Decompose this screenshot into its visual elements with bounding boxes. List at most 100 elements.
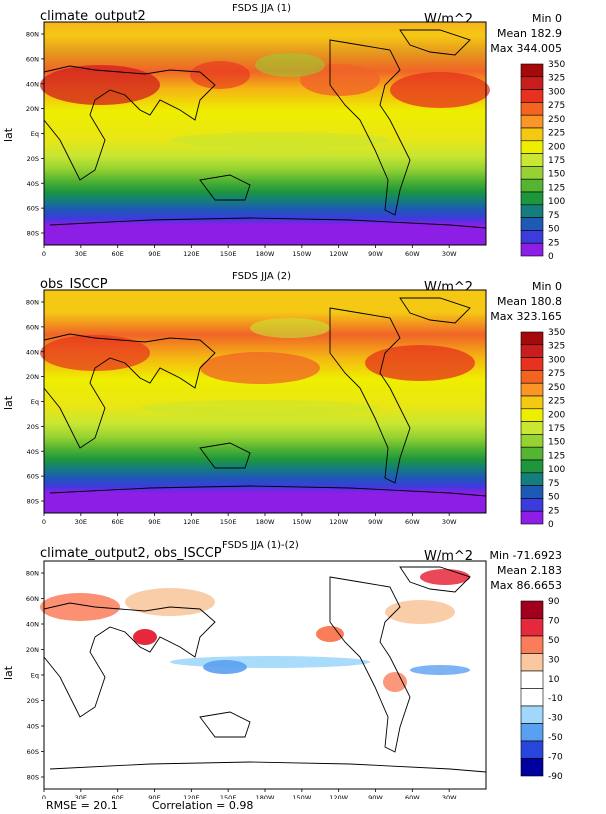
panel-1-hotspot-natlantic: [390, 72, 490, 108]
lon-tick-label: 150W: [292, 518, 311, 526]
lon-tick-label: 90E: [148, 250, 160, 258]
colorbar-label: 100: [548, 465, 565, 475]
lat-tick-label: 80N: [26, 299, 39, 307]
colorbar-swatch: [520, 723, 544, 742]
lat-tick-label: 20N: [26, 646, 39, 654]
lon-tick-label: 60E: [111, 250, 123, 258]
colorbar-swatch: [520, 357, 544, 371]
colorbar-label: 175: [548, 424, 565, 434]
panel-3-center-title: FSDS JJA (1)-(2): [222, 540, 299, 551]
colorbar-swatch: [520, 242, 544, 257]
lat-tick-label: 20N: [26, 105, 39, 113]
colorbar-label: 350: [548, 60, 565, 70]
lon-tick-label: 150W: [292, 794, 311, 799]
colorbar-label: 0: [548, 520, 554, 530]
colorbar-swatch: [520, 331, 544, 346]
panel-1-lon-ticks: 0 30E 60E 90E 120E 150E 180W 150W 120W 90W 60W 30W: [42, 245, 457, 258]
panel-3-pos-eurasia: [40, 593, 120, 621]
lon-tick-label: 0: [42, 518, 46, 526]
panel-3-stats: Min -71.6923 Mean 2.183 Max 86.6653: [462, 548, 562, 593]
panel-3-pos-eastasia: [125, 588, 215, 616]
panel-3-field: [44, 561, 486, 789]
colorbar-label: 275: [548, 369, 565, 379]
colorbar-label: 30: [548, 655, 560, 665]
panel-1-cloud-eurasia: [255, 53, 325, 77]
colorbar-swatch: [520, 89, 544, 103]
panel-2-hotspot-natlantic: [365, 345, 475, 381]
lat-tick-label: 60S: [27, 473, 39, 481]
lat-tick-label: 20S: [27, 155, 39, 163]
colorbar-label: 150: [548, 170, 565, 180]
lat-tick-label: 80S: [27, 230, 39, 238]
panel-3-lon-ticks: 0 30E 60E 90E 120E 150E 180W 150W 120W 90W 60W 30W: [42, 789, 457, 799]
panel-2-lat-ticks: 80N 60N 40N 20N Eq 20S 40S 60S 80S: [26, 299, 44, 506]
correlation-label: Correlation = 0.98: [152, 799, 254, 812]
colorbar-swatch: [520, 510, 544, 525]
panel-3-coastlines: [43, 566, 487, 773]
colorbar-label: 225: [548, 129, 565, 139]
panel-3-stat-max: Max 86.6653: [490, 579, 562, 592]
panel-2-center-title: FSDS JJA (2): [232, 271, 292, 282]
lat-tick-label: 80S: [27, 498, 39, 506]
colorbar-label: 225: [548, 397, 565, 407]
panel-2-hotspot-npacific: [200, 352, 320, 384]
lon-tick-label: 180W: [256, 794, 275, 799]
panel-1-stat-max: Max 344.005: [490, 42, 562, 55]
colorbar-swatch: [520, 102, 544, 116]
lat-tick-label: 20S: [27, 423, 39, 431]
panel-3-lat-ticks: 80N 60N 40N 20N Eq 20S 40S 60S 80S: [26, 570, 44, 782]
lon-tick-label: 30E: [75, 250, 87, 258]
lat-tick-label: Eq: [31, 672, 39, 680]
lat-tick-label: 40N: [26, 621, 39, 629]
lon-tick-label: 90W: [368, 518, 383, 526]
colorbar-swatch: [520, 740, 544, 759]
panel-2-stats: Min 0 Mean 180.8 Max 323.165: [462, 279, 562, 324]
lat-tick-label: 40S: [27, 180, 39, 188]
colorbar-swatch: [520, 140, 544, 154]
colorbar-label: -10: [548, 694, 563, 704]
lon-tick-label: 0: [42, 250, 46, 258]
lat-tick-label: Eq: [31, 130, 39, 138]
lon-tick-label: 0: [42, 794, 46, 799]
lat-tick-label: 80N: [26, 570, 39, 578]
panel-3-units: W/m^2: [424, 549, 474, 564]
panel-1-hotspot-npacific: [300, 64, 380, 96]
colorbar-label: 0: [548, 252, 554, 262]
colorbar-label: 100: [548, 197, 565, 207]
panel-1-cloud-itcz: [170, 132, 390, 148]
panel-3-pos-atlantic: [385, 600, 455, 624]
lon-tick-label: 90E: [148, 518, 160, 526]
colorbar-label: 50: [548, 636, 560, 646]
colorbar-label: 275: [548, 101, 565, 111]
lon-tick-label: 60E: [111, 518, 123, 526]
lon-tick-label: 120W: [329, 794, 348, 799]
lon-tick-label: 180W: [256, 250, 275, 258]
lon-tick-label: 30E: [75, 794, 87, 799]
lon-tick-label: 60W: [405, 518, 420, 526]
panel-3-neg-maritime: [203, 660, 247, 674]
colorbar-swatch: [520, 191, 544, 206]
colorbar-swatch: [520, 600, 544, 619]
colorbar-swatch: [520, 153, 544, 167]
panel-1-center-title: FSDS JJA (1): [232, 3, 292, 14]
lat-tick-label: 60N: [26, 323, 39, 331]
colorbar-swatch: [520, 688, 544, 707]
colorbar-swatch: [520, 382, 544, 397]
colorbar-swatch: [520, 127, 544, 142]
lon-tick-label: 60W: [405, 794, 420, 799]
panel-2-hotspot-eurasia: [40, 335, 150, 371]
colorbar-label: 70: [548, 616, 560, 626]
lat-tick-label: 40N: [26, 348, 39, 356]
lon-tick-label: 150E: [220, 250, 237, 258]
colorbar-label: 150: [548, 438, 565, 448]
colorbar-label: 250: [548, 115, 565, 125]
colorbar-swatch: [520, 705, 544, 724]
panel-1-coastlines: [43, 29, 487, 229]
panel-3-left-title: climate_output2, obs_ISCCP: [40, 546, 222, 561]
colorbar-label: 50: [548, 493, 560, 503]
colorbar-label: -30: [548, 714, 563, 724]
panel-3-stat-min: Min -71.6923: [489, 549, 562, 562]
panel-3-neg-atlantic: [410, 665, 470, 675]
colorbar-swatch: [520, 230, 544, 244]
